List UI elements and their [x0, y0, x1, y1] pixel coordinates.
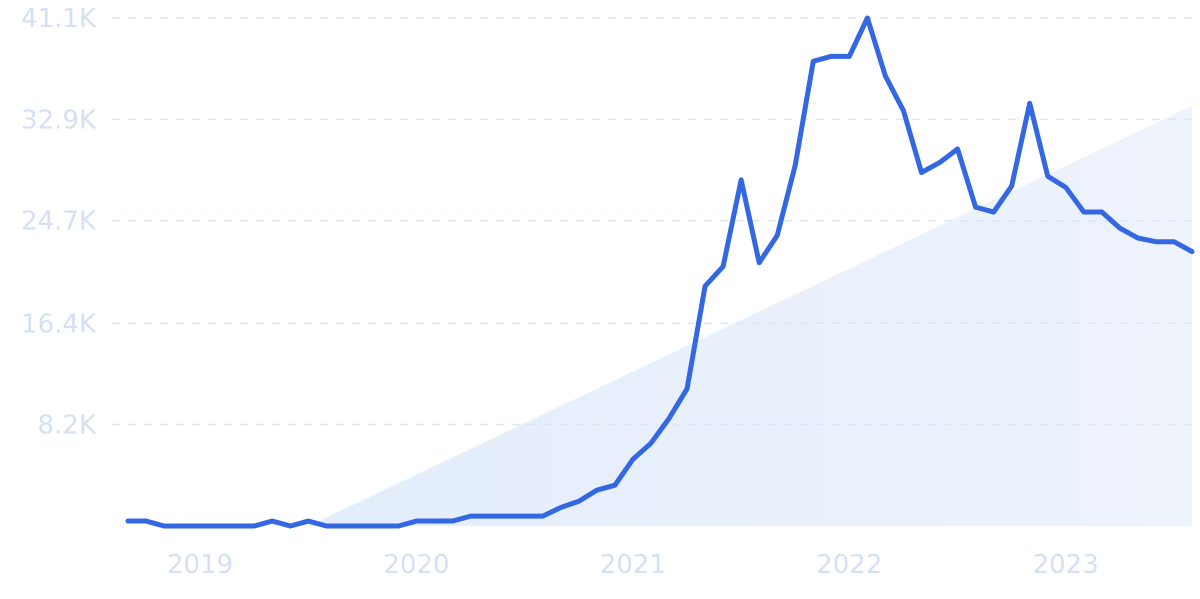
y-tick-label: 24.7K [21, 207, 97, 237]
y-tick-label: 41.1K [21, 4, 97, 34]
series-line [125, 15, 1195, 529]
series-layer [125, 15, 1195, 529]
gridlines [112, 17, 1200, 426]
x-tick-label: 2021 [600, 550, 666, 580]
y-tick-label: 32.9K [21, 105, 97, 135]
x-tick-label: 2020 [383, 550, 449, 580]
trend-shading [308, 105, 1192, 527]
y-tick-label: 16.4K [21, 309, 97, 339]
x-axis-ticks: 2019 2020 2021 2022 2023 [167, 550, 1099, 580]
y-tick-label: 8.2K [38, 411, 97, 441]
trend-area [308, 105, 1192, 527]
x-tick-label: 2019 [167, 550, 233, 580]
x-tick-label: 2022 [816, 550, 882, 580]
x-tick-label: 2023 [1033, 550, 1099, 580]
y-axis-ticks: 8.2K 16.4K 24.7K 32.9K 41.1K [21, 4, 97, 441]
